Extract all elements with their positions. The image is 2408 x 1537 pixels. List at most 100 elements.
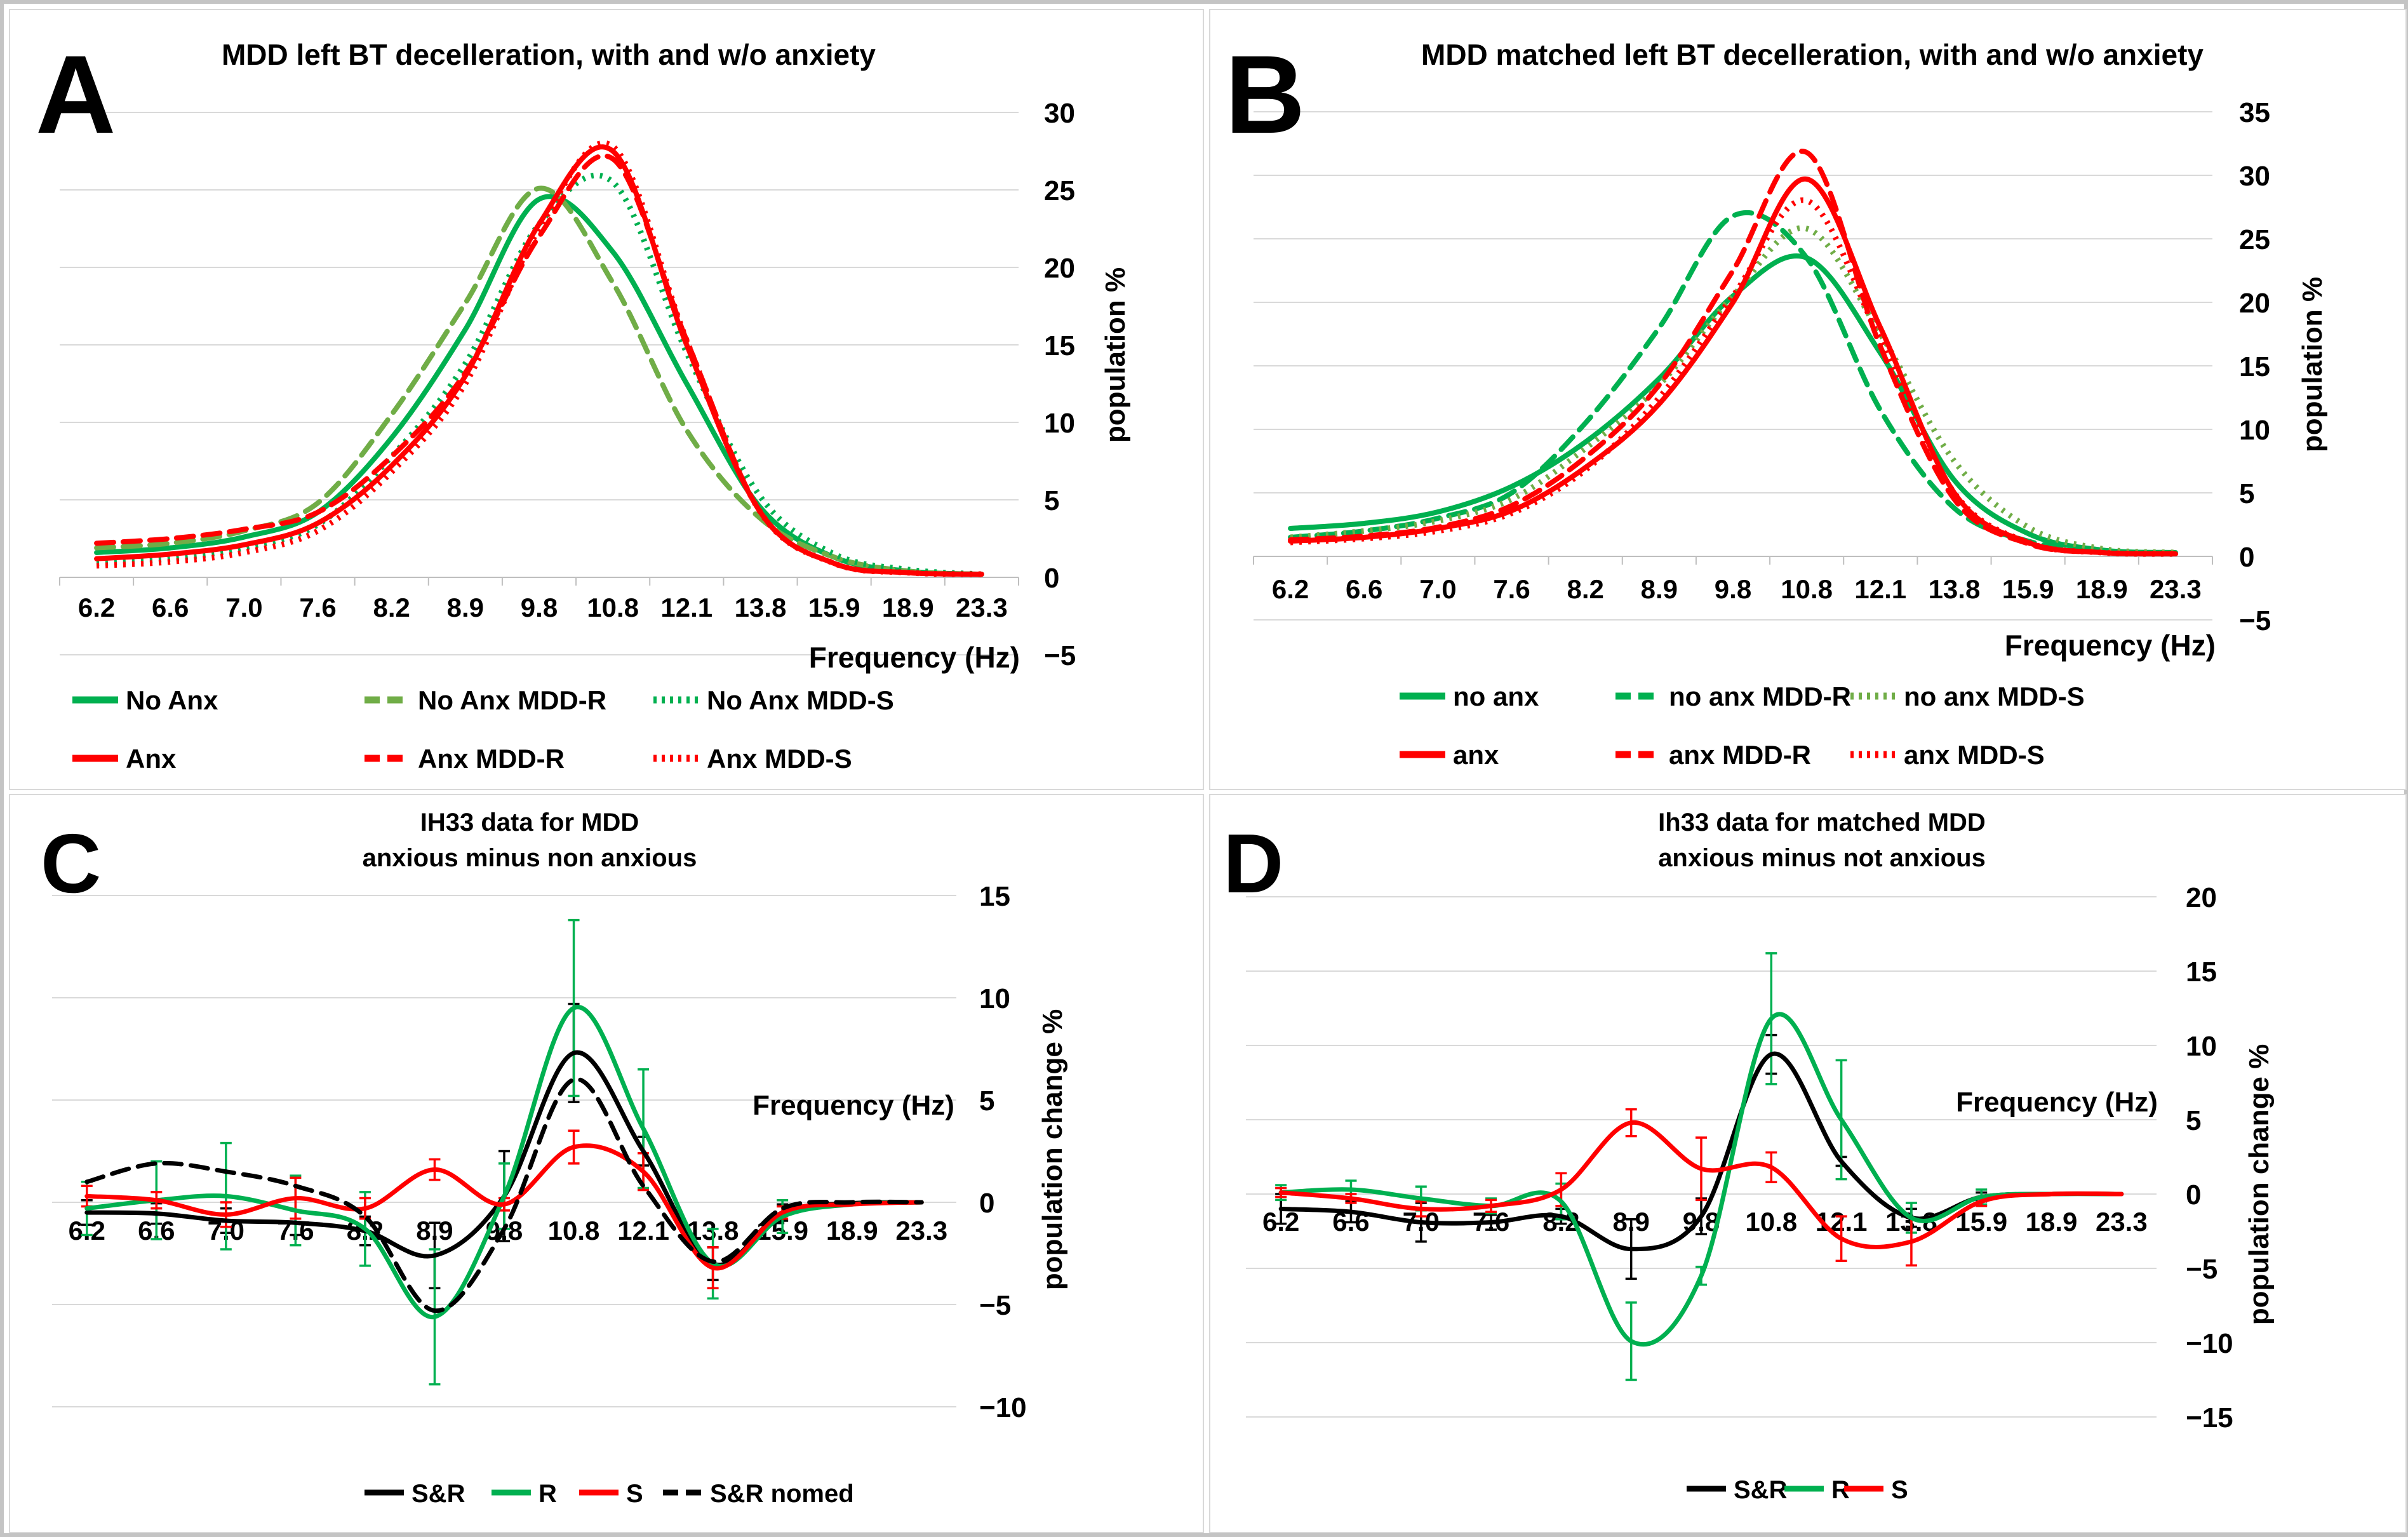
y-tick-labels: 20 15 10 5 0 −5 −10 −15 [2186, 882, 2233, 1433]
series-line-anx-mdd-r [1288, 149, 2178, 556]
panel-border [1209, 794, 2407, 1533]
panel-letter: B [1225, 33, 1305, 157]
chart-title: MDD left BT decelleration, with and w/o … [222, 38, 876, 71]
y-tick-label: 10 [2186, 1031, 2217, 1062]
x-tick-label: 7.6 [299, 593, 336, 622]
x-axis-title: Frequency (Hz) [2005, 629, 2216, 662]
panel-c-chart: 6.2 6.6 7.0 7.6 8.2 8.9 9.8 10.8 12.1 13.8 15.9 18.… [9, 794, 1204, 1533]
panel-d-chart: 6.26.67.07.68.28.99.810.812.113.815.918.… [1209, 794, 2407, 1533]
y-tick-label: 25 [1044, 175, 1075, 206]
y-tick-label: 10 [979, 983, 1010, 1014]
panel-b-chart: 6.2 6.6 7.0 7.6 8.2 8.9 9.8 10.8 12.1 13.8 15.9 18.… [1209, 9, 2407, 790]
panel-letter: A [36, 33, 116, 157]
x-tick-label: 18.9 [826, 1216, 878, 1245]
x-tick-label: 13.8 [1929, 574, 1981, 604]
y-axis-title: population % [1100, 267, 1131, 443]
legend-label: no anx MDD-R [1669, 681, 1851, 711]
x-tick-label: 23.3 [2150, 574, 2202, 604]
legend-label: S [1891, 1476, 1908, 1504]
x-tick-label: 9.8 [521, 593, 558, 622]
panel-border [9, 794, 1204, 1533]
x-tick-label: 10.8 [1745, 1207, 1797, 1237]
y-tick-label: 0 [1044, 563, 1059, 594]
x-tick-label: 10.8 [1781, 574, 1833, 604]
series-curves [1278, 1012, 2124, 1347]
legend: no anx no anx MDD-R no anx MDD-S anx anx MDD… [1400, 681, 2085, 770]
series-curves [84, 1005, 924, 1319]
y-tick-label: −15 [2186, 1402, 2233, 1433]
chart-title: anxious minus non anxious [363, 844, 697, 872]
legend-label: S&R [1734, 1476, 1788, 1504]
y-tick-label: −5 [2239, 605, 2271, 636]
y-axis-title: population change % [1037, 1009, 1068, 1290]
series-line-anx-mdd-s [1290, 197, 2176, 557]
legend-label: no anx MDD-S [1904, 681, 2085, 711]
y-tick-label: 20 [2186, 882, 2217, 913]
y-tick-label: −10 [979, 1392, 1027, 1423]
y-tick-label: 35 [2239, 97, 2270, 128]
x-tick-label: 6.6 [152, 593, 189, 622]
series-line-s [84, 1143, 924, 1271]
x-axis-title: Frequency (Hz) [752, 1090, 954, 1121]
series-curves [1288, 149, 2178, 557]
legend-label: No Anx MDD-S [707, 685, 894, 715]
y-axis-title: population % [2297, 277, 2328, 452]
legend: S&R R S S&R nomed [365, 1480, 854, 1508]
y-tick-label: 5 [979, 1085, 994, 1117]
y-tick-label: 10 [1044, 408, 1075, 439]
x-tick-label: 18.9 [2026, 1207, 2078, 1237]
x-tick-label: 8.9 [447, 593, 484, 622]
x-tick-label: 8.9 [1641, 574, 1678, 604]
x-tick-label: 15.9 [2002, 574, 2054, 604]
y-tick-label: 20 [1044, 253, 1075, 284]
y-tick-label: 0 [2239, 542, 2254, 573]
legend-label: R [538, 1480, 557, 1508]
legend-label: anx MDD-S [1904, 740, 2045, 770]
x-axis [59, 577, 1019, 586]
x-axis-title: Frequency (Hz) [1956, 1087, 2158, 1118]
y-tick-label: 10 [2239, 415, 2270, 446]
x-tick-label: 9.8 [1715, 574, 1751, 604]
x-tick-label: 18.9 [882, 593, 934, 622]
x-tick-label: 23.3 [956, 593, 1008, 622]
chart-title: anxious minus not anxious [1658, 844, 1986, 872]
y-tick-label: 25 [2239, 224, 2270, 255]
chart-title: Ih33 data for matched MDD [1658, 809, 1986, 836]
panel-letter: C [41, 817, 101, 910]
x-tick-label: 6.2 [1272, 574, 1309, 604]
chart-title: MDD matched left BT decelleration, with … [1421, 38, 2204, 71]
y-tick-label: 20 [2239, 288, 2270, 319]
legend-label: Anx MDD-R [418, 744, 565, 774]
chart-title: IH33 data for MDD [420, 809, 639, 836]
y-tick-label: 15 [2186, 956, 2217, 988]
x-axis-title: Frequency (Hz) [809, 641, 1020, 674]
x-tick-labels: 6.2 6.6 7.0 7.6 8.2 8.9 9.8 10.8 12.1 13.8 15.9 18.… [1272, 574, 2202, 604]
y-tick-label: 5 [2186, 1105, 2201, 1136]
x-tick-label: 23.3 [2096, 1207, 2148, 1237]
y-tick-label: 0 [979, 1188, 994, 1219]
x-tick-label: 13.8 [735, 593, 787, 622]
y-tick-label: −5 [1044, 640, 1076, 671]
x-tick-label: 7.6 [1493, 574, 1530, 604]
y-tick-label: 15 [2239, 351, 2270, 382]
x-axis [1253, 556, 2213, 565]
x-tick-label: 10.8 [587, 593, 639, 622]
y-tick-label: 5 [2239, 478, 2254, 509]
legend-label: S&R [411, 1480, 465, 1508]
y-tick-label: 30 [2239, 161, 2270, 192]
y-tick-label: 30 [1044, 98, 1075, 129]
series-line-r [84, 1005, 924, 1319]
y-tick-labels: 15 10 5 0 −5 −10 [979, 881, 1027, 1423]
y-tick-label: −5 [979, 1290, 1011, 1321]
x-tick-label: 18.9 [2076, 574, 2128, 604]
x-tick-label: 6.2 [78, 593, 115, 622]
y-tick-labels: 35 30 25 20 15 10 5 0 −5 [2239, 97, 2271, 636]
series-line-r [1278, 1012, 2124, 1347]
x-tick-label: 12.1 [660, 593, 712, 622]
legend-label: no anx [1453, 681, 1539, 711]
y-tick-label: 15 [979, 881, 1010, 912]
y-tick-label: 0 [2186, 1179, 2201, 1211]
y-tick-label: 5 [1044, 485, 1059, 516]
legend-label: Anx MDD-S [707, 744, 852, 774]
